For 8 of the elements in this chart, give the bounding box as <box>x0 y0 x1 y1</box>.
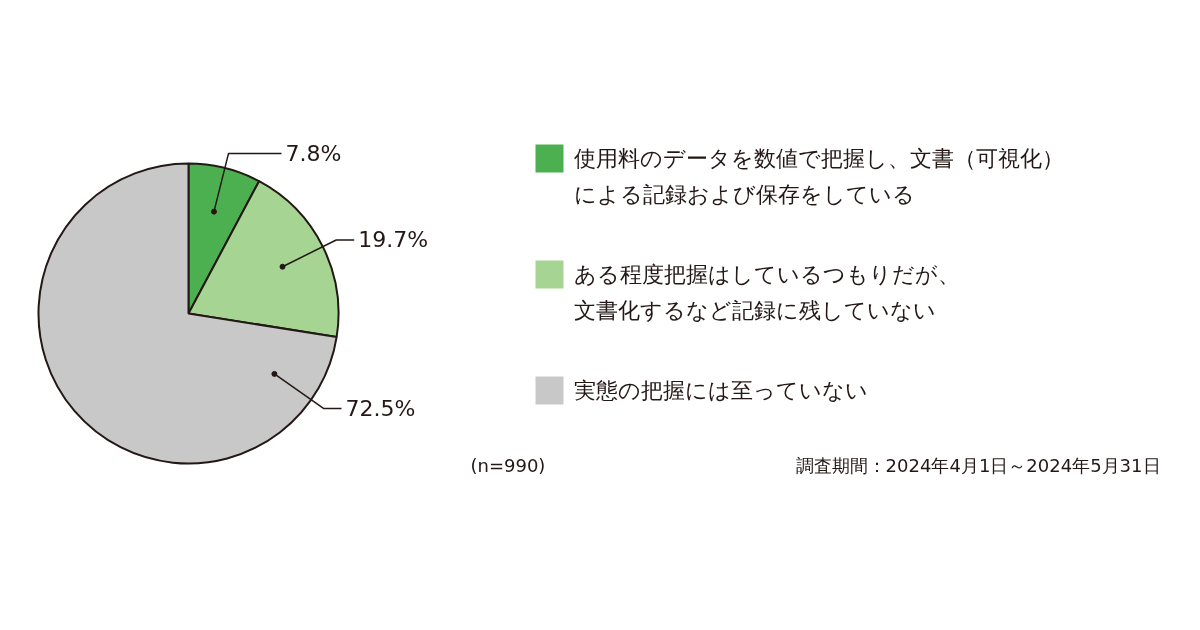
legend-label: ある程度把握はしているつもりだが、文書化するなど記録に残していない <box>573 262 960 323</box>
text: 調査期間：2024年4月1日～2024年5月31日 <box>795 455 1161 476</box>
data-label: 7.8% <box>285 140 342 166</box>
data-label: 19.7% <box>358 227 429 253</box>
data-label: 72.5% <box>345 395 416 421</box>
text: (n=990) <box>470 455 546 476</box>
legend-label: 使用料のデータを数値で把握し、文書（可視化）による記録および保存をしている <box>573 146 1064 207</box>
legend-label: 実態の把握には至っていない <box>573 378 868 403</box>
